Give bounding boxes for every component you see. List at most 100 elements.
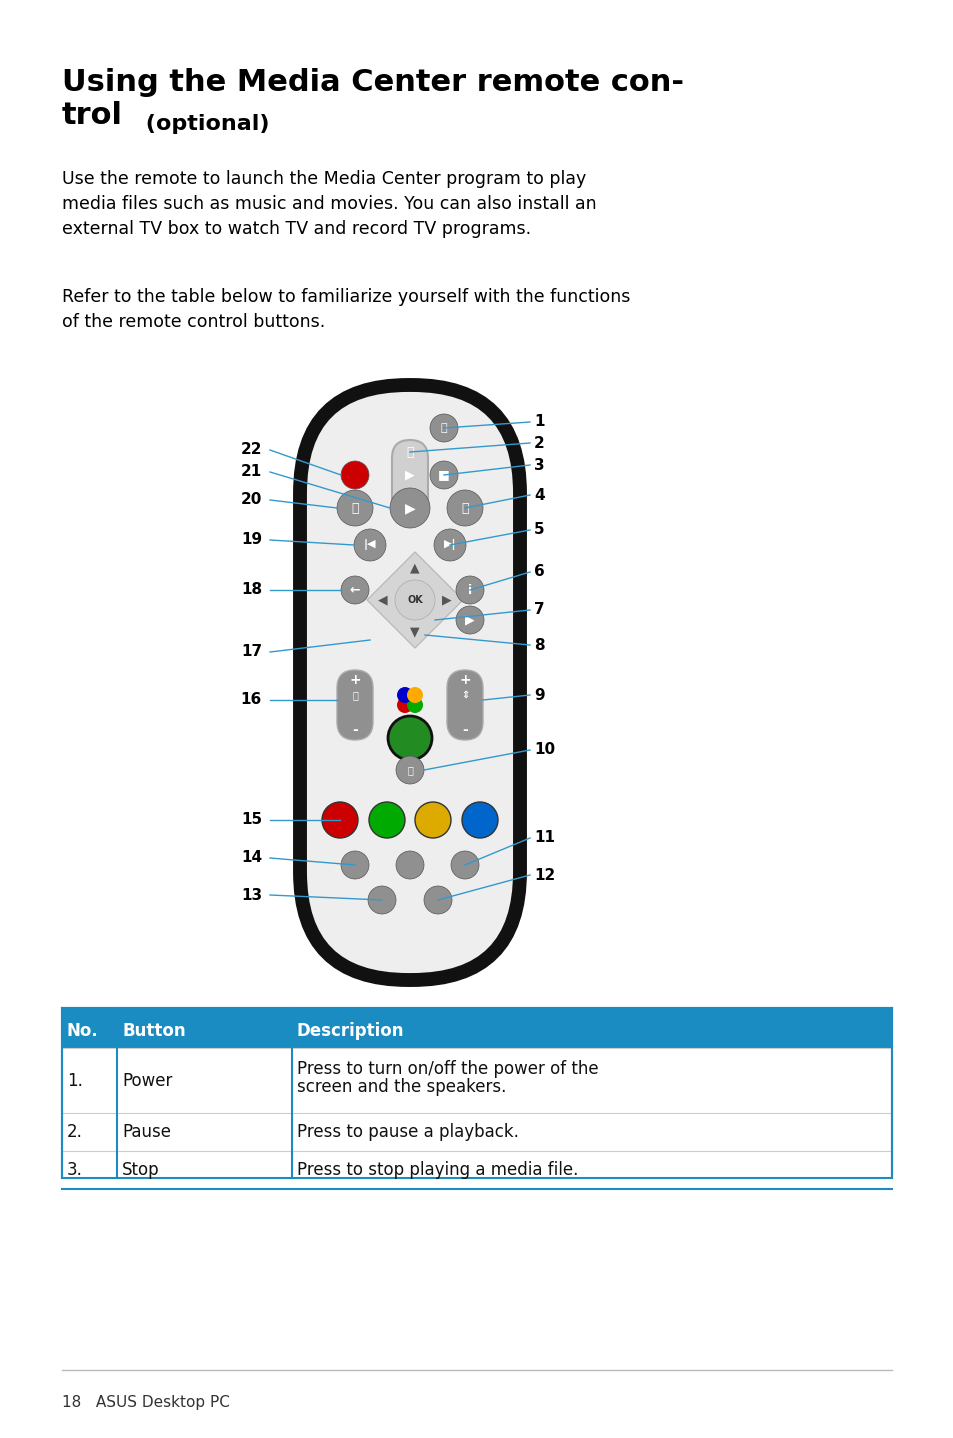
FancyBboxPatch shape: [299, 385, 519, 981]
Text: ▼: ▼: [410, 626, 419, 638]
Text: ▶: ▶: [465, 614, 475, 627]
Circle shape: [369, 802, 405, 838]
Text: 2: 2: [534, 436, 544, 450]
Bar: [62, 1150, 891, 1189]
Text: Use the remote to launch the Media Center program to play
media files such as mu: Use the remote to launch the Media Cente…: [62, 170, 596, 239]
Circle shape: [456, 605, 483, 634]
Bar: [62, 1113, 891, 1150]
Circle shape: [395, 851, 423, 879]
Text: 4: 4: [534, 487, 544, 502]
Circle shape: [354, 529, 386, 561]
Text: 3.: 3.: [67, 1160, 83, 1179]
Text: ⏸: ⏸: [406, 446, 414, 459]
Text: 6: 6: [534, 565, 544, 580]
Circle shape: [340, 851, 369, 879]
Text: Stop: Stop: [122, 1160, 159, 1179]
Circle shape: [451, 851, 478, 879]
Text: 🔇: 🔇: [407, 765, 413, 775]
Text: 11: 11: [534, 831, 555, 846]
Text: 10: 10: [534, 742, 555, 758]
Text: Refer to the table below to familiarize yourself with the functions
of the remot: Refer to the table below to familiarize …: [62, 288, 630, 331]
Text: 1: 1: [534, 414, 544, 430]
Text: ⏻: ⏻: [440, 423, 447, 433]
Circle shape: [407, 687, 422, 703]
Text: |◀: |◀: [363, 539, 375, 551]
Circle shape: [322, 802, 357, 838]
Text: 9: 9: [534, 687, 544, 703]
Text: ▶: ▶: [405, 469, 415, 482]
Circle shape: [390, 487, 430, 528]
Text: ▶: ▶: [404, 500, 415, 515]
Circle shape: [340, 462, 369, 489]
Circle shape: [430, 414, 457, 441]
Circle shape: [430, 462, 457, 489]
Text: ←: ←: [350, 584, 360, 597]
Text: 13: 13: [240, 887, 262, 903]
Circle shape: [368, 886, 395, 915]
Text: 5: 5: [534, 522, 544, 538]
Text: ▲: ▲: [410, 561, 419, 575]
FancyBboxPatch shape: [336, 670, 373, 741]
Text: Press to stop playing a media file.: Press to stop playing a media file.: [296, 1160, 578, 1179]
Circle shape: [423, 886, 452, 915]
Text: Press to pause a playback.: Press to pause a playback.: [296, 1123, 518, 1140]
Polygon shape: [367, 552, 462, 649]
Circle shape: [395, 580, 435, 620]
Text: Button: Button: [122, 1022, 186, 1040]
Text: i: i: [468, 584, 472, 597]
Text: 7: 7: [534, 603, 544, 617]
Text: 12: 12: [534, 867, 555, 883]
Text: OK: OK: [407, 595, 422, 605]
Circle shape: [407, 697, 422, 713]
Text: Power: Power: [122, 1071, 172, 1090]
Text: 18: 18: [240, 582, 262, 598]
Text: (optional): (optional): [138, 114, 269, 134]
Text: ⏮: ⏮: [351, 502, 358, 515]
Text: No.: No.: [67, 1022, 99, 1040]
FancyBboxPatch shape: [447, 670, 482, 741]
Text: ▶: ▶: [442, 594, 452, 607]
Text: 21: 21: [240, 464, 262, 479]
Text: 1.: 1.: [67, 1071, 83, 1090]
Bar: [62, 1048, 891, 1113]
Text: ■: ■: [437, 469, 450, 482]
Text: 17: 17: [240, 644, 262, 660]
Text: 18   ASUS Desktop PC: 18 ASUS Desktop PC: [62, 1395, 230, 1411]
Text: Using the Media Center remote con-
trol: Using the Media Center remote con- trol: [62, 68, 683, 131]
FancyBboxPatch shape: [392, 440, 428, 525]
Text: ⇕: ⇕: [460, 690, 469, 700]
Text: 14: 14: [240, 850, 262, 866]
Text: 8: 8: [534, 637, 544, 653]
Text: +: +: [458, 673, 471, 687]
Text: Description: Description: [296, 1022, 404, 1040]
Text: 16: 16: [240, 693, 262, 707]
Circle shape: [336, 490, 373, 526]
Circle shape: [461, 802, 497, 838]
Circle shape: [388, 716, 432, 761]
Circle shape: [396, 697, 413, 713]
Text: screen and the speakers.: screen and the speakers.: [296, 1078, 506, 1096]
Text: Pause: Pause: [122, 1123, 171, 1140]
Bar: [62, 1008, 891, 1178]
Text: 19: 19: [240, 532, 262, 548]
Circle shape: [434, 529, 465, 561]
Circle shape: [447, 490, 482, 526]
Text: 3: 3: [534, 457, 544, 473]
Text: 🔈: 🔈: [352, 690, 357, 700]
Text: -: -: [461, 723, 467, 738]
Text: 22: 22: [240, 443, 262, 457]
Circle shape: [415, 802, 451, 838]
Circle shape: [396, 687, 413, 703]
Circle shape: [395, 756, 423, 784]
Bar: [62, 1008, 891, 1048]
Text: +: +: [349, 673, 360, 687]
Circle shape: [456, 577, 483, 604]
Circle shape: [340, 577, 369, 604]
Text: 20: 20: [240, 492, 262, 508]
Text: 2.: 2.: [67, 1123, 83, 1140]
Text: 15: 15: [240, 812, 262, 827]
Text: ▶|: ▶|: [443, 539, 456, 551]
Text: ⏭: ⏭: [460, 502, 468, 515]
Text: ◀: ◀: [377, 594, 388, 607]
Text: Press to turn on/off the power of the: Press to turn on/off the power of the: [296, 1060, 598, 1078]
